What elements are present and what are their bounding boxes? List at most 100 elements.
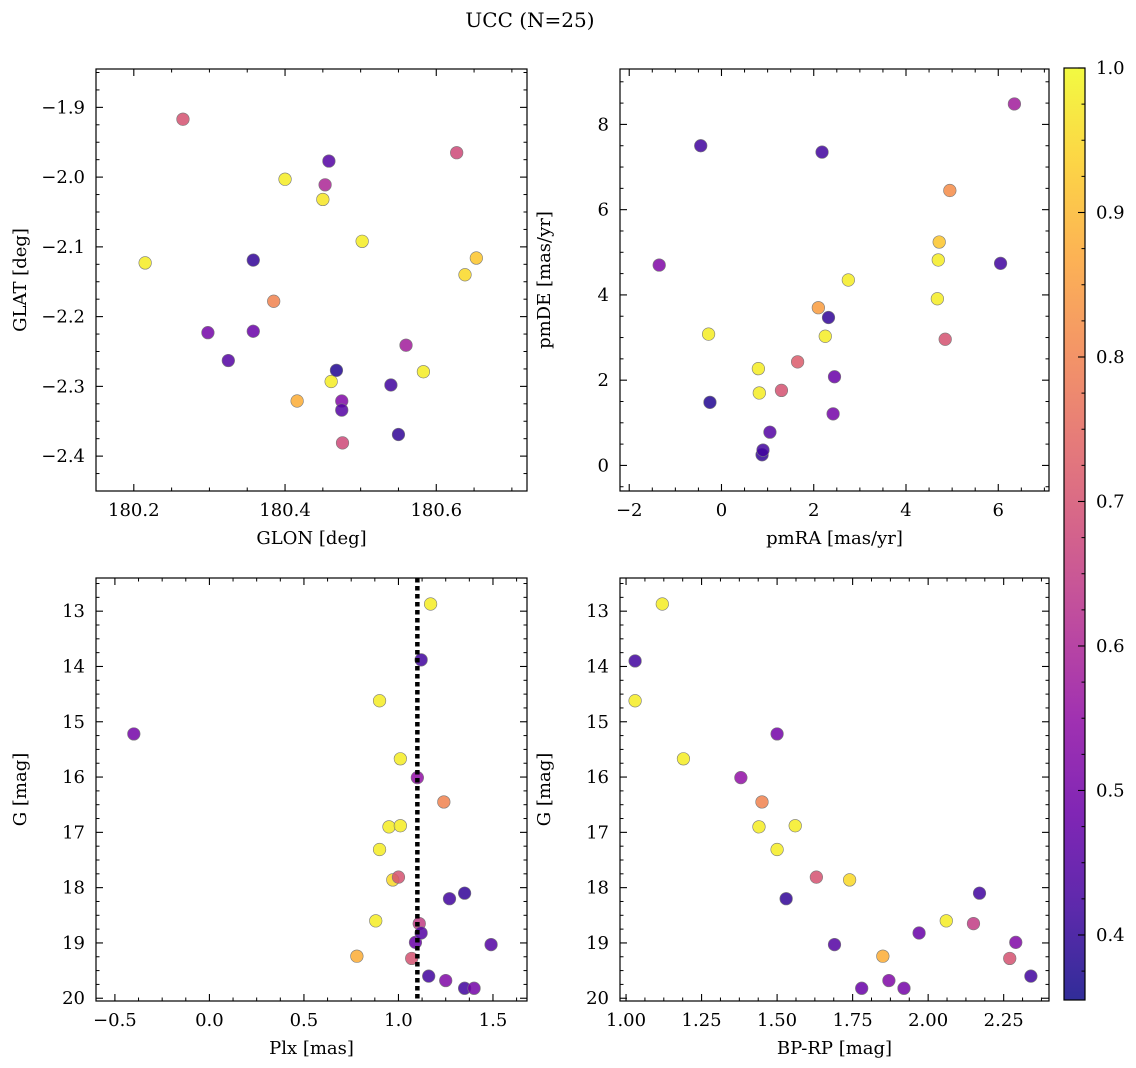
panel-proper-motion: −2 0 2 4 6 0 2 4 6 8 pmRA [mas/yr] pmDE [mas/yr] [534, 68, 1050, 549]
data-point [316, 192, 330, 207]
y-tick-label: 18 [62, 878, 85, 899]
y-tick-label: 16 [586, 767, 609, 788]
x-tick-label: 0.0 [195, 1010, 224, 1031]
ticks-sky: 180.2 180.4 180.6 −1.9 −2.0 −2.1 −2.2 −2.3 −2.4 [41, 69, 527, 521]
x-tick-label: 2.00 [908, 1010, 948, 1031]
data-point [329, 363, 344, 377]
y-tick-label: 15 [62, 712, 85, 733]
data-point [628, 654, 642, 668]
y-tick-label: 13 [586, 601, 609, 622]
y-tick-label: −2.4 [41, 446, 85, 467]
data-point [1007, 97, 1022, 111]
data-point [382, 820, 396, 834]
data-point [350, 949, 364, 963]
colorbar-tick-label: 0.4 [1096, 925, 1125, 946]
y-tick-label: −2.2 [41, 307, 85, 328]
panel-bprp-g: 1.00 1.25 1.50 1.75 2.00 2.25 13 14 15 16 17 18 19 20… [534, 577, 1050, 1059]
y-axis-label: pmDE [mas/yr] [534, 211, 555, 349]
x-tick-label: 180.6 [410, 500, 462, 521]
data-point [469, 251, 483, 265]
data-point [815, 145, 829, 159]
data-point [972, 886, 987, 900]
colorbar-tick-label: 0.6 [1096, 636, 1125, 657]
data-point [391, 427, 406, 442]
data-point [318, 178, 332, 192]
colorbar-tick-label: 0.9 [1096, 202, 1125, 223]
data-point [841, 273, 855, 287]
data-point [335, 403, 349, 417]
data-point [324, 374, 338, 389]
data-point [779, 892, 793, 906]
y-tick-label: 2 [598, 370, 609, 391]
ticks-bprp-g: 1.00 1.25 1.50 1.75 2.00 2.25 13 14 15 16 17 18 19 20 [586, 578, 1049, 1031]
points-bprp-g [628, 597, 1038, 995]
data-point [756, 443, 770, 457]
x-axis-label: GLON [deg] [256, 528, 366, 549]
colorbar-gradient [1064, 68, 1085, 1000]
data-point [652, 258, 666, 272]
data-point [393, 752, 407, 766]
data-point [416, 365, 431, 379]
y-tick-label: −1.9 [41, 97, 85, 118]
colorbar: 0.4 0.5 0.6 0.7 0.8 0.9 1.0 [1063, 58, 1125, 1001]
data-point [827, 370, 842, 384]
x-tick-label: 1.75 [833, 1010, 873, 1031]
y-tick-label: 19 [62, 933, 85, 954]
data-point [437, 795, 451, 809]
y-tick-label: −2.1 [41, 237, 85, 258]
data-point [655, 597, 669, 611]
data-point [930, 292, 944, 306]
data-point [290, 394, 304, 408]
ticks-proper-motion: −2 0 2 4 6 0 2 4 6 8 [598, 69, 1049, 521]
y-tick-label: 20 [586, 988, 609, 1009]
data-point [391, 870, 406, 884]
colorbar-tick-label: 0.5 [1096, 780, 1125, 801]
data-point [790, 355, 805, 369]
data-point [788, 819, 802, 833]
data-point [752, 386, 766, 400]
data-point [966, 916, 981, 931]
data-point [127, 727, 141, 741]
y-tick-label: −2.0 [41, 167, 85, 188]
y-tick-label: 13 [62, 601, 85, 622]
points-sky [138, 112, 483, 450]
data-point [932, 235, 946, 249]
data-point [176, 112, 190, 126]
x-tick-label: 180.2 [108, 500, 160, 521]
data-point [993, 256, 1008, 270]
axes-frame [95, 68, 528, 492]
panels: 180.2 180.4 180.6 −1.9 −2.0 −2.1 −2.2 −2.3 −2.4 G… [10, 68, 1050, 1059]
x-tick-label: 0.5 [290, 1010, 319, 1031]
data-point [939, 914, 953, 928]
data-point [278, 172, 292, 186]
data-point [734, 771, 748, 785]
x-tick-label: 1.50 [757, 1010, 797, 1031]
x-tick-label: 6 [993, 500, 1004, 521]
data-point [484, 937, 498, 952]
panel-sky: 180.2 180.4 180.6 −1.9 −2.0 −2.1 −2.2 −2.3 −2.4 G… [10, 68, 528, 549]
data-point [827, 937, 842, 952]
data-point [384, 378, 398, 392]
x-tick-label: 1.00 [606, 1010, 646, 1031]
data-point [755, 795, 769, 809]
data-point [811, 301, 825, 315]
data-point [393, 819, 407, 833]
y-axis-label: GLAT [deg] [10, 228, 31, 332]
data-point [821, 310, 836, 325]
data-point [703, 395, 717, 409]
data-point [1003, 951, 1017, 966]
y-axis-label: G [mag] [534, 753, 555, 826]
data-point [1024, 969, 1038, 983]
data-point [818, 329, 832, 343]
x-tick-label: 180.4 [259, 500, 311, 521]
colorbar-tick-label: 0.7 [1096, 491, 1125, 512]
data-point [422, 969, 436, 983]
data-point [423, 597, 438, 611]
data-point [267, 294, 281, 308]
data-point [826, 407, 840, 421]
x-tick-label: −2 [616, 500, 643, 521]
y-tick-label: 6 [598, 200, 609, 221]
data-point [809, 870, 823, 884]
data-point [372, 842, 387, 857]
